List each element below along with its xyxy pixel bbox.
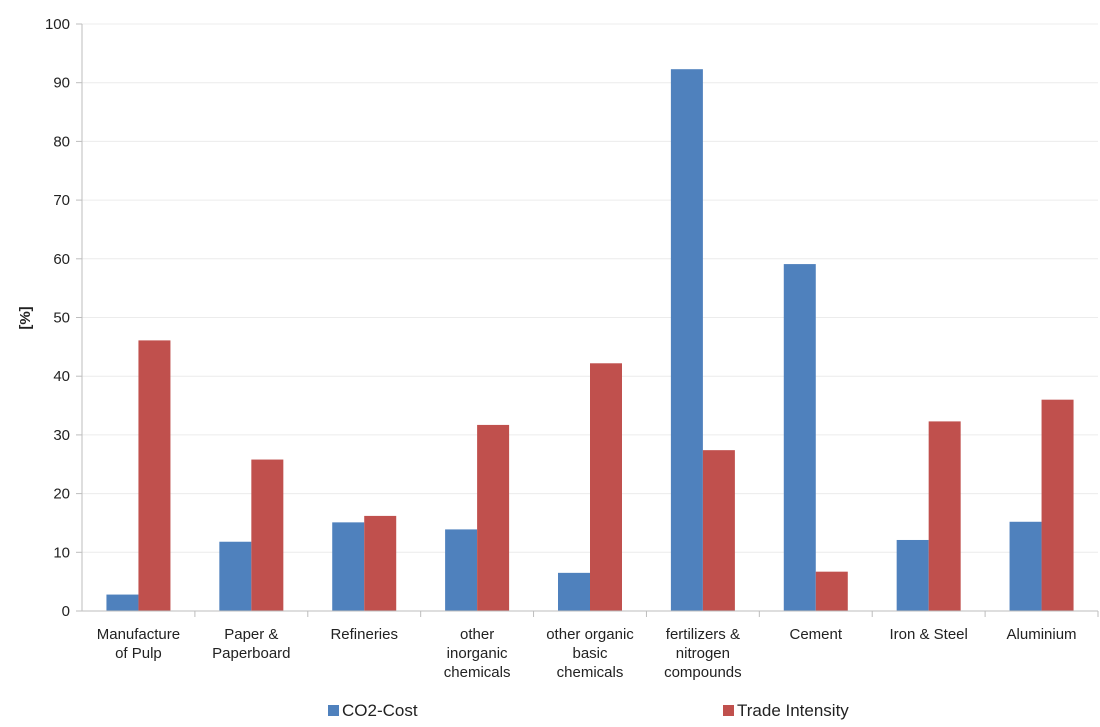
bar-co2-cost-6 [783,264,816,611]
x-tick-label-line: Paperboard [212,645,290,662]
bar-trade-intensity-3 [477,424,510,611]
x-tick-label-8: Aluminium [1007,626,1077,643]
y-tick-label-10: 10 [53,544,70,561]
x-tick-label-7: Iron & Steel [889,626,967,643]
bar-co2-cost-7 [896,539,929,611]
x-tick-label-line: other [460,626,494,643]
x-tick-label-line: Aluminium [1007,626,1077,643]
x-tick-label-1: Paper & Paperboard [212,626,290,662]
y-axis-title: [%] [17,306,34,329]
y-tick-label-30: 30 [53,427,70,444]
x-tick-label-0: Manufacture of Pulp [97,626,180,662]
x-tick-label-line: Refineries [330,626,398,643]
x-tick-label-line: chemicals [444,664,511,681]
bar-trade-intensity-7 [928,421,961,611]
x-tick-label-line: of Pulp [115,645,162,662]
x-tick-label-line: Iron & Steel [889,626,967,643]
bar-co2-cost-1 [219,541,252,611]
bar-trade-intensity-5 [702,450,735,611]
x-tick-label-line: chemicals [557,664,624,681]
bar-co2-cost-5 [670,69,703,612]
y-tick-label-100: 100 [45,16,70,33]
x-tick-label-6: Cement [790,626,843,643]
x-tick-label-line: basic [572,645,608,662]
x-tick-label-line: other organic [546,626,634,643]
y-tick-label-70: 70 [53,192,70,209]
legend: CO2-Cost Trade Intensity [328,701,849,720]
bar-trade-intensity-4 [590,363,622,611]
x-tick-label-2: Refineries [330,626,398,643]
legend-swatch-trade-intensity [723,705,734,716]
bars [106,69,1074,612]
y-tick-label-40: 40 [53,368,70,385]
bar-trade-intensity-2 [364,515,397,611]
x-tick-label-3: other inorganic chemicals [444,626,511,681]
y-tick-label-80: 80 [53,133,70,150]
axes [76,23,1099,617]
bar-co2-cost-4 [558,572,590,611]
bar-trade-intensity-1 [251,459,284,611]
bar-trade-intensity-6 [815,571,848,611]
y-tick-label-20: 20 [53,486,70,503]
y-tick-label-50: 50 [53,310,70,327]
labels: 0 10 20 30 40 50 60 70 80 90 100 Manufacture of Pulp… [45,16,1077,681]
x-tick-label-4: other organic basic chemicals [546,626,634,681]
x-tick-label-line: Cement [790,626,843,643]
y-tick-label-0: 0 [62,603,70,620]
x-tick-label-line: compounds [664,664,742,681]
legend-swatch-co2-cost [328,705,339,716]
y-tick-label-60: 60 [53,251,70,268]
bar-trade-intensity-0 [138,340,171,611]
legend-label-trade-intensity: Trade Intensity [737,701,849,720]
y-tick-label-90: 90 [53,75,70,92]
bar-co2-cost-8 [1009,521,1042,611]
x-tick-label-line: inorganic [447,645,508,662]
legend-label-co2-cost: CO2-Cost [342,701,418,720]
x-tick-label-line: Paper & [224,626,278,643]
bar-co2-cost-0 [106,594,139,611]
x-tick-label-5: fertilizers & nitrogen compounds [664,626,742,681]
x-tick-label-line: Manufacture [97,626,180,643]
x-tick-label-line: nitrogen [676,645,730,662]
x-tick-label-line: fertilizers & [666,626,740,643]
bar-co2-cost-3 [445,529,478,611]
bar-co2-cost-2 [332,522,365,611]
bar-trade-intensity-8 [1041,399,1074,611]
